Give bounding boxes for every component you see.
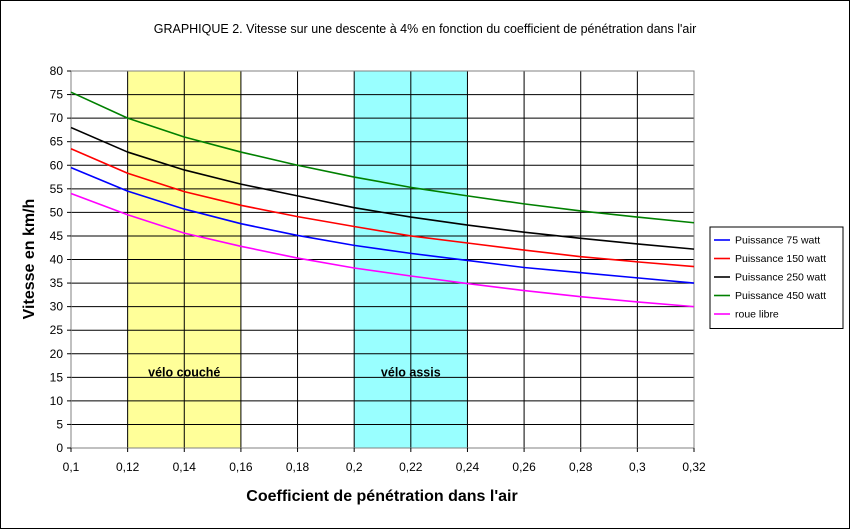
legend-box: [709, 226, 844, 329]
x-axis-title: Coefficient de pénétration dans l'air: [246, 488, 517, 505]
legend-label-2: Puissance 250 watt: [735, 272, 826, 284]
y-axis-title: Vitesse en km/h: [21, 199, 38, 320]
y-tick-label: 50: [50, 205, 64, 219]
x-tick-label: 0,16: [229, 460, 253, 474]
series-line-1: [70, 148, 695, 268]
y-tick-label: 80: [50, 64, 64, 78]
y-tick-label: 5: [56, 417, 63, 431]
y-tick-label: 75: [50, 88, 64, 102]
y-tick-label: 45: [50, 229, 64, 243]
y-tick-label: 30: [50, 300, 64, 314]
y-tick-label: 65: [50, 135, 64, 149]
legend-label-4: roue libre: [735, 309, 779, 321]
y-tick-label: 60: [50, 158, 64, 172]
y-tick-label: 15: [50, 370, 64, 384]
x-tick-label: 0,18: [286, 460, 310, 474]
legend-label-1: Puissance 150 watt: [735, 253, 826, 265]
y-tick-label: 25: [50, 323, 64, 337]
series-layer: [70, 91, 695, 308]
x-tick-label: 0,3: [629, 460, 646, 474]
legend-label-0: Puissance 75 watt: [735, 235, 820, 247]
x-tick-label: 0,14: [173, 460, 197, 474]
x-tick-label: 0,24: [456, 460, 480, 474]
series-line-4: [70, 192, 695, 308]
legend: Puissance 75 watt Puissance 150 watt Puiss…: [709, 226, 844, 329]
x-tick-label: 0,28: [569, 460, 593, 474]
series-line-2: [70, 126, 695, 250]
x-tick-label: 0,2: [346, 460, 363, 474]
x-tick-label: 0,1: [63, 460, 80, 474]
series-line-3: [70, 91, 695, 224]
y-tick-label: 40: [50, 253, 64, 267]
y-tick-label: 10: [50, 394, 64, 408]
y-tick-label: 70: [50, 111, 64, 125]
legend-label-3: Puissance 450 watt: [735, 290, 826, 302]
y-tick-label: 20: [50, 347, 64, 361]
tick-layer: 0,1 0,12 0,14 0,16 0,18 0,2 0,22 0,24 0,26 0,28 0,…: [50, 64, 706, 474]
y-tick-label: 0: [56, 441, 63, 455]
y-tick-label: 35: [50, 276, 64, 290]
series-line-0: [70, 166, 695, 284]
x-tick-label: 0,26: [512, 460, 536, 474]
y-tick-label: 55: [50, 182, 64, 196]
chart-title: GRAPHIQUE 2. Vitesse sur une descente à …: [154, 22, 697, 36]
x-tick-label: 0,32: [682, 460, 706, 474]
x-tick-label: 0,22: [399, 460, 423, 474]
x-tick-label: 0,12: [116, 460, 140, 474]
